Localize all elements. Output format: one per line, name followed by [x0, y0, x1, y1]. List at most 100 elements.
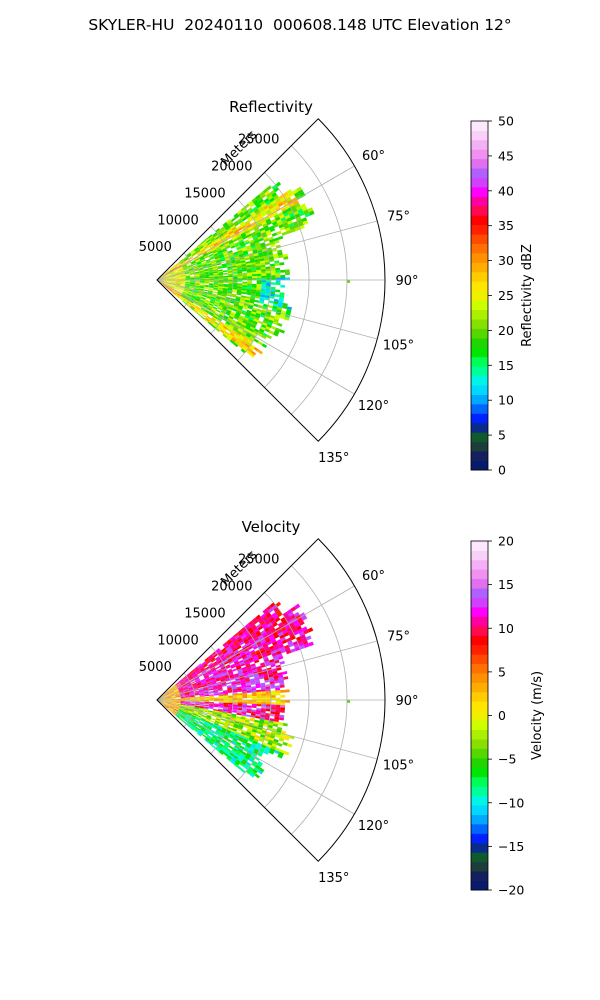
data-cell: [178, 687, 184, 691]
data-cell: [217, 685, 223, 688]
data-cell: [183, 688, 189, 692]
data-cell: [241, 687, 247, 690]
radial-tick-label: 15000: [184, 186, 225, 201]
data-cell: [185, 281, 191, 283]
colorbar-tick-label: 10: [498, 393, 514, 408]
data-cell: [213, 277, 219, 279]
data-cell: [246, 264, 252, 268]
data-cell: [180, 282, 186, 284]
data-cell: [244, 301, 250, 305]
data-cell: [223, 285, 229, 288]
data-cell: [206, 683, 212, 686]
data-cell: [164, 690, 169, 695]
data-cell: [262, 223, 268, 228]
data-cell: [247, 276, 252, 279]
data-cell: [275, 697, 281, 701]
data-cell: [290, 625, 297, 631]
data-cell: [168, 708, 173, 712]
data-cell: [251, 283, 257, 287]
data-cell: [223, 643, 229, 648]
data-cell: [249, 202, 255, 208]
data-cell: [237, 708, 243, 711]
data-cell: [188, 267, 194, 270]
data-cell: [204, 704, 209, 707]
data-cell: [177, 290, 183, 294]
data-cell: [232, 747, 238, 753]
data-cell: [235, 652, 241, 657]
data-cell: [190, 276, 195, 279]
data-cell: [175, 700, 181, 702]
data-cell: [269, 602, 276, 608]
data-cell: [170, 283, 176, 285]
data-cell: [185, 276, 191, 278]
data-cell: [272, 321, 278, 326]
data-cell: [225, 654, 231, 659]
data-cell: [228, 641, 234, 647]
data-cell: [229, 635, 235, 641]
colorbar-segment: [471, 748, 488, 759]
data-cell: [190, 670, 195, 674]
data-cell: [161, 701, 166, 704]
data-cell: [186, 714, 192, 717]
data-cell: [171, 281, 176, 283]
data-cell: [200, 315, 206, 320]
data-cell: [220, 227, 226, 232]
data-cell: [199, 285, 205, 287]
data-cell: [291, 207, 298, 213]
radial-tick-label: 15000: [184, 606, 225, 621]
data-cell: [248, 227, 255, 232]
data-cell: [237, 284, 243, 287]
data-cell: [175, 703, 181, 706]
colorbar-segment: [471, 861, 488, 872]
data-cell: [208, 273, 214, 275]
data-cell: [206, 296, 212, 300]
data-cell: [211, 317, 216, 322]
data-cell: [256, 247, 263, 252]
data-cell: [242, 628, 248, 634]
data-cell: [262, 236, 269, 241]
data-cell: [171, 701, 176, 703]
data-cell: [175, 285, 180, 288]
data-cell: [217, 708, 223, 711]
data-cell: [231, 740, 237, 745]
data-cell: [190, 297, 195, 301]
data-cell: [227, 326, 233, 331]
data-cell: [161, 700, 167, 702]
data-cell: [170, 702, 176, 705]
data-cell: [238, 239, 244, 244]
data-cell: [195, 307, 200, 312]
data-cell: [193, 309, 198, 314]
data-cell: [240, 295, 246, 298]
data-cell: [232, 656, 238, 661]
data-cell: [267, 615, 274, 621]
data-cell: [252, 740, 258, 745]
data-cell: [261, 744, 267, 749]
data-cell: [232, 283, 238, 285]
data-cell: [280, 269, 286, 273]
data-cell: [182, 300, 188, 304]
data-cell: [235, 759, 241, 765]
data-cell: [215, 299, 221, 303]
data-cell: [209, 319, 215, 324]
data-cell: [265, 266, 271, 270]
data-cell: [214, 301, 220, 305]
data-cell: [248, 637, 254, 643]
data-cell: [212, 661, 218, 665]
data-cell: [232, 306, 238, 311]
data-cell: [180, 694, 186, 696]
data-cell: [262, 305, 268, 310]
data-cell: [186, 723, 191, 727]
data-cell: [266, 282, 271, 285]
data-cell: [219, 749, 225, 754]
data-cell: [222, 250, 228, 254]
data-cell: [175, 695, 181, 697]
colorbar-segment: [471, 880, 488, 891]
data-cell: [289, 622, 295, 628]
data-cell: [223, 239, 228, 244]
data-cell: [211, 296, 217, 300]
data-cell: [189, 270, 195, 273]
colorbar-segment: [471, 375, 488, 386]
data-cell: [269, 617, 275, 623]
data-cell: [189, 693, 195, 695]
data-cell: [276, 230, 282, 236]
